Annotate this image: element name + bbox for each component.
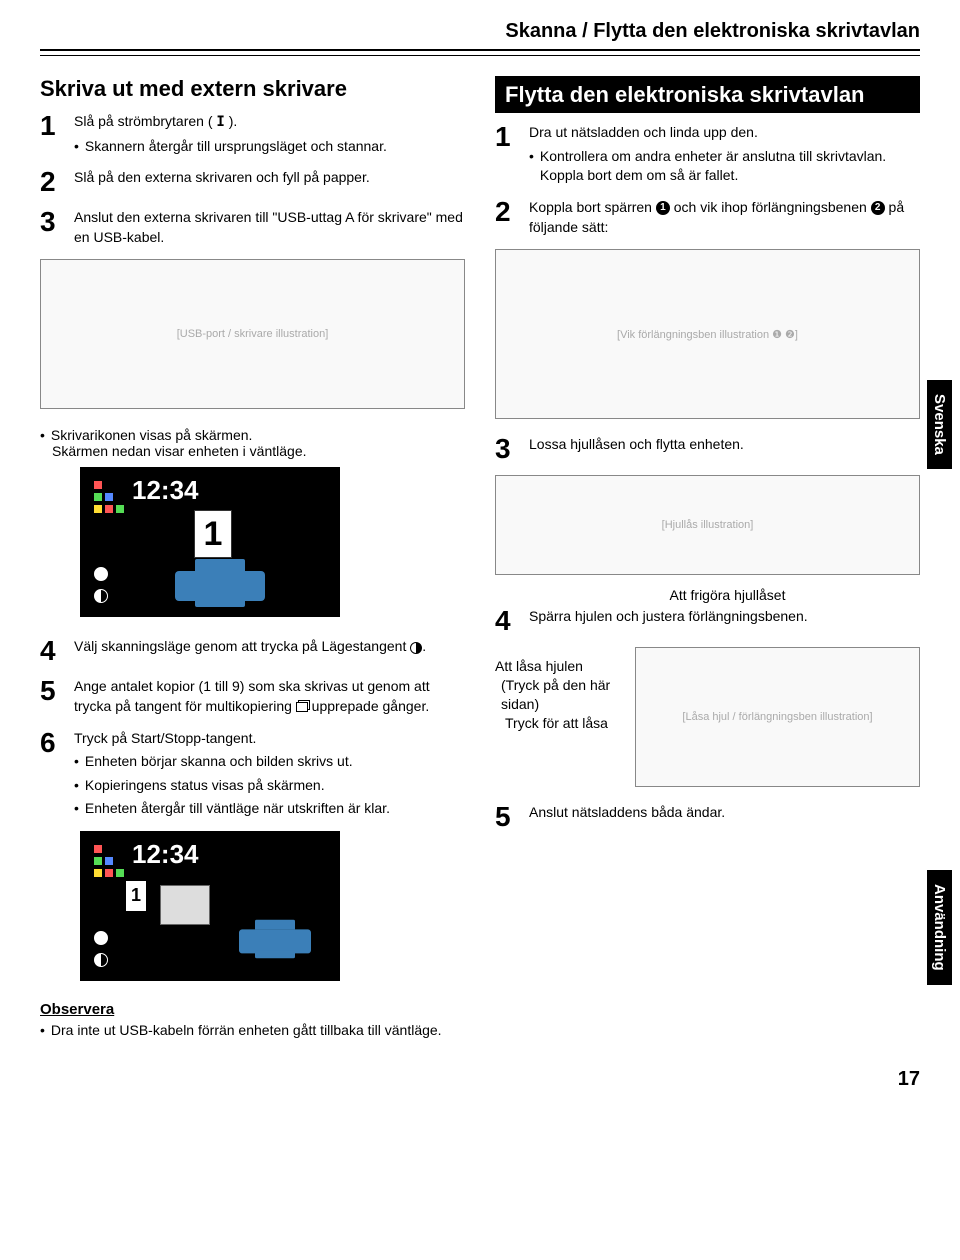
step-number: 1 bbox=[40, 112, 62, 156]
display-side-icons bbox=[94, 931, 108, 967]
step3-text: Anslut den externa skrivaren till "USB-u… bbox=[74, 208, 465, 247]
display-copies: 1 bbox=[194, 510, 232, 558]
callout-1-icon: 1 bbox=[656, 201, 670, 215]
step-number: 2 bbox=[40, 168, 62, 196]
step6-b2: Kopieringens status visas på skärmen. bbox=[74, 776, 465, 796]
step-5-right: 5 Anslut nätsladdens båda ändar. bbox=[495, 803, 920, 831]
multicopy-key-icon bbox=[296, 702, 308, 712]
step-2-right: 2 Koppla bort spärren 1 och vik ihop för… bbox=[495, 198, 920, 237]
r-step2-pre: Koppla bort spärren bbox=[529, 199, 656, 215]
page-header: Skanna / Flytta den elektroniska skrivta… bbox=[40, 20, 920, 51]
usb-port-illustration: [USB-port / skrivare illustration] bbox=[40, 259, 465, 409]
side-tab-section: Användning bbox=[927, 870, 952, 985]
r-step3-text: Lossa hjullåsen och flytta enheten. bbox=[529, 435, 920, 463]
display-screen-1: 12:34 1 bbox=[80, 467, 340, 617]
step-3-left: 3 Anslut den externa skrivaren till "USB… bbox=[40, 208, 465, 247]
step-6-left: 6 Tryck på Start/Stopp-tangent. Enheten … bbox=[40, 729, 465, 819]
header-rule bbox=[40, 55, 920, 56]
printer-icon bbox=[239, 920, 311, 958]
step-number: 5 bbox=[495, 803, 517, 831]
step-number: 3 bbox=[40, 208, 62, 247]
printer-icon-bullet-1: Skrivarikonen visas på skärmen. bbox=[40, 427, 465, 443]
step2-text: Slå på den externa skrivaren och fyll på… bbox=[74, 168, 465, 196]
color-dots-icon bbox=[94, 845, 124, 877]
right-title: Flytta den elektroniska skrivtavlan bbox=[495, 76, 920, 113]
step1-bullet: Skannern återgår till ursprungsläget och… bbox=[74, 137, 465, 157]
step-number: 1 bbox=[495, 123, 517, 186]
printer-icon bbox=[175, 559, 265, 607]
display-time-2: 12:34 bbox=[132, 839, 326, 870]
display-side-icons bbox=[94, 567, 108, 603]
fold-legs-illustration: [Vik förlängningsben illustration ❶ ❷] bbox=[495, 249, 920, 419]
step-number: 3 bbox=[495, 435, 517, 463]
r-step5-text: Anslut nätsladdens båda ändar. bbox=[529, 803, 920, 831]
step6-text: Tryck på Start/Stopp-tangent. bbox=[74, 729, 465, 749]
left-title: Skriva ut med extern skrivare bbox=[40, 76, 465, 102]
step-5-left: 5 Ange antalet kopior (1 till 9) som ska… bbox=[40, 677, 465, 716]
r-step1-text: Dra ut nätsladden och linda upp den. bbox=[529, 123, 920, 143]
step6-b1: Enheten börjar skanna och bilden skrivs … bbox=[74, 752, 465, 772]
step4-after: . bbox=[422, 638, 426, 654]
left-column: Skriva ut med extern skrivare 1 Slå på s… bbox=[40, 76, 465, 1038]
step-1-right: 1 Dra ut nätsladden och linda upp den. K… bbox=[495, 123, 920, 186]
step-4-left: 4 Välj skanningsläge genom att trycka på… bbox=[40, 637, 465, 665]
mode-key-icon bbox=[410, 642, 422, 654]
step-4-right: 4 Spärra hjulen och justera förlängnings… bbox=[495, 607, 920, 635]
step-number: 5 bbox=[40, 677, 62, 716]
lock-wheel-labels: Att låsa hjulen (Tryck på den här sidan)… bbox=[495, 657, 625, 733]
side-tab-language: Svenska bbox=[927, 380, 952, 469]
display-copies-sm: 1 bbox=[126, 881, 146, 911]
step5-after: upprepade gånger. bbox=[308, 698, 429, 714]
step-number: 6 bbox=[40, 729, 62, 819]
observera-title: Observera bbox=[40, 1001, 465, 1018]
step6-b3: Enheten återgår till väntläge när utskri… bbox=[74, 799, 465, 819]
step-1-left: 1 Slå på strömbrytaren ( I ). Skannern å… bbox=[40, 112, 465, 156]
display-screen-2: 12:34 1 bbox=[80, 831, 340, 981]
power-icon: I bbox=[216, 114, 224, 130]
color-dots-icon bbox=[94, 481, 124, 513]
page-number: 17 bbox=[40, 1068, 920, 1091]
printer-icon-bullet-2: Skärmen nedan visar enheten i väntläge. bbox=[52, 443, 465, 459]
right-column: Flytta den elektroniska skrivtavlan 1 Dr… bbox=[495, 76, 920, 1038]
r-step4-text: Spärra hjulen och justera förlängningsbe… bbox=[529, 607, 920, 635]
step-number: 4 bbox=[40, 637, 62, 665]
display-monitor-icon bbox=[160, 885, 210, 925]
display-time: 12:34 bbox=[132, 475, 326, 506]
observera-text: Dra inte ut USB-kabeln förrän enheten gå… bbox=[40, 1022, 465, 1038]
step1-text: Slå på strömbrytaren ( bbox=[74, 113, 216, 129]
callout-2-icon: 2 bbox=[871, 201, 885, 215]
r-step1-bullet: Kontrollera om andra enheter är anslutna… bbox=[529, 147, 920, 186]
step-2-left: 2 Slå på den externa skrivaren och fyll … bbox=[40, 168, 465, 196]
wheel-lock-illustration: [Hjullås illustration] bbox=[495, 475, 920, 575]
step-number: 2 bbox=[495, 198, 517, 237]
step-number: 4 bbox=[495, 607, 517, 635]
lock-legs-illustration: [Låsa hjul / förlängningsben illustratio… bbox=[635, 647, 920, 787]
step-3-right: 3 Lossa hjullåsen och flytta enheten. bbox=[495, 435, 920, 463]
step1-after: ). bbox=[225, 113, 237, 129]
release-caption: Att frigöra hjullåset bbox=[535, 587, 920, 603]
step4-text: Välj skanningsläge genom att trycka på L… bbox=[74, 638, 410, 654]
r-step2-mid: och vik ihop förlängningsbenen bbox=[670, 199, 871, 215]
